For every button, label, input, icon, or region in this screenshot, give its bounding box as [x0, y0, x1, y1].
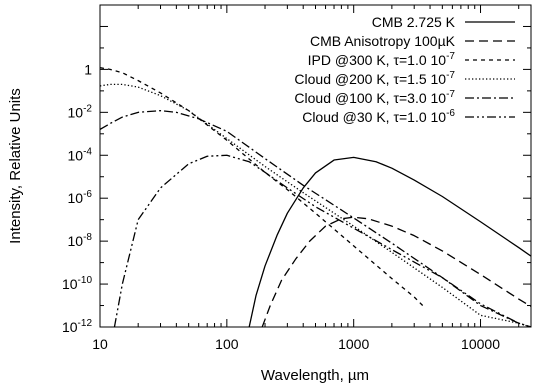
- legend-label-3: IPD @300 K, τ=1.0 10-7: [308, 51, 456, 68]
- x-tick-label: 10000: [461, 336, 500, 352]
- curves: [100, 67, 531, 327]
- x-axis-label: Wavelength, µm: [261, 367, 369, 384]
- legend: CMB 2.725 K CMB Anisotropy 100µK IPD @300 …: [294, 14, 515, 125]
- y-tick-label: 10-8: [68, 232, 93, 249]
- axis-ticks: [99, 5, 531, 328]
- tick-labels: 10 100 1000 10000 1 10-2 10-4 10-6 10-8 10-10 10-1…: [62, 61, 500, 352]
- y-axis-label: Intensity, Relative Units: [7, 88, 24, 244]
- legend-label-5: Cloud @100 K, τ=3.0 10-7: [294, 89, 455, 106]
- y-tick-label: 10-6: [68, 189, 93, 206]
- y-tick-label: 10-10: [62, 275, 92, 292]
- legend-label-4: Cloud @200 K, τ=1.5 10-7: [294, 70, 455, 87]
- series-line-6: [113, 154, 531, 327]
- legend-label-6: Cloud @30 K, τ=1.0 10-6: [302, 108, 455, 125]
- series-line-5: [100, 109, 531, 327]
- legend-label-2: CMB Anisotropy 100µK: [310, 33, 456, 49]
- x-tick-label: 100: [215, 336, 239, 352]
- y-tick-label: 10-4: [68, 146, 93, 163]
- series-line-1: [248, 156, 531, 327]
- series-line-4: [100, 83, 531, 327]
- series-line-3: [100, 67, 424, 306]
- y-tick-label: 10-12: [62, 318, 92, 335]
- y-tick-label: 1: [84, 61, 92, 77]
- x-tick-label: 10: [92, 336, 108, 352]
- y-tick-label: 10-2: [68, 103, 93, 120]
- x-tick-label: 1000: [338, 336, 369, 352]
- series-line-2: [261, 216, 531, 327]
- legend-label-1: CMB 2.725 K: [372, 14, 456, 30]
